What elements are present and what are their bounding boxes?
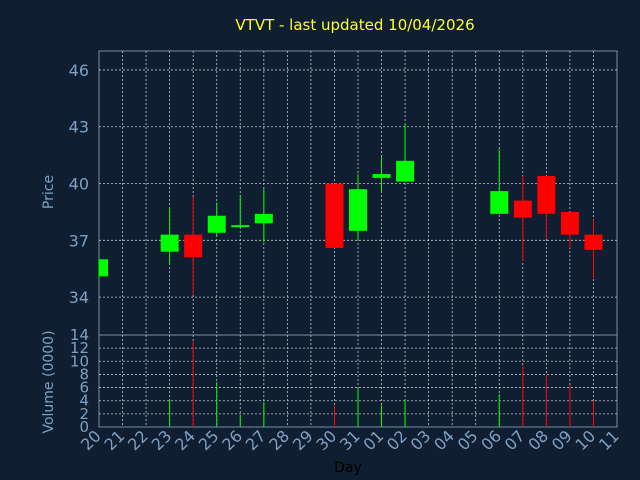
volume-tick-label: 12 bbox=[70, 339, 89, 357]
candle-body bbox=[560, 211, 579, 235]
price-tick-label: 34 bbox=[69, 288, 89, 307]
x-tick-label: 11 bbox=[595, 426, 623, 454]
candle-body bbox=[372, 174, 391, 178]
volume-axis-label: Volume (0000) bbox=[41, 330, 57, 433]
chart-title: VTVT - last updated 10/04/2026 bbox=[235, 16, 474, 34]
volume-tick-label: 0 bbox=[79, 418, 89, 436]
volume-tick-label: 8 bbox=[79, 365, 89, 383]
candle-body bbox=[99, 259, 108, 277]
x-axis: 2021222324252627282930310102030405060708… bbox=[77, 426, 623, 454]
candle-body bbox=[584, 234, 603, 250]
volume-tick-label: 14 bbox=[70, 326, 89, 344]
price-tick-label: 46 bbox=[69, 61, 89, 80]
candle-body bbox=[231, 225, 250, 228]
candle-body bbox=[537, 175, 556, 214]
candle-body bbox=[160, 234, 179, 252]
candle-body bbox=[349, 189, 367, 231]
price-tick-label: 43 bbox=[69, 118, 89, 137]
volume-tick-label: 2 bbox=[79, 405, 89, 423]
volume-tick-label: 10 bbox=[70, 352, 89, 370]
price-panel: 34 37 40 43 46 bbox=[69, 50, 618, 336]
candle-body bbox=[207, 215, 226, 233]
candle-body bbox=[254, 213, 273, 224]
candle-body bbox=[396, 160, 415, 182]
price-axis-label: Price bbox=[41, 175, 57, 209]
candle-body bbox=[490, 191, 509, 214]
volume-tick-label: 6 bbox=[79, 379, 89, 397]
price-tick-label: 37 bbox=[69, 231, 89, 250]
candle-body bbox=[513, 200, 532, 218]
price-tick-label: 40 bbox=[69, 175, 89, 194]
volume-tick-label: 4 bbox=[79, 392, 89, 410]
x-axis-label: Day bbox=[334, 460, 362, 476]
candle-body bbox=[184, 234, 203, 258]
candle-body bbox=[325, 183, 344, 248]
